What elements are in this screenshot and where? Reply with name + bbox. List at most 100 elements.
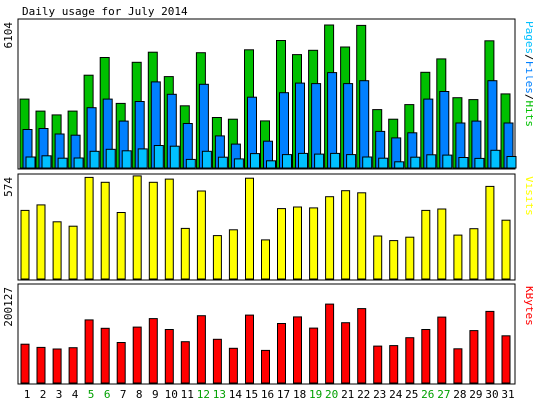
x-tick-label-30: 30 [485, 388, 498, 401]
x-tick-label-3: 3 [56, 388, 63, 401]
bar-pages-day-28 [458, 157, 469, 169]
bar-kbytes-day-20 [325, 303, 335, 384]
x-tick-label-18: 18 [293, 388, 306, 401]
x-tick-label-14: 14 [229, 388, 243, 401]
bar-visits-day-10 [164, 178, 174, 280]
bar-pages-day-5 [89, 150, 100, 169]
bar-pages-day-2 [41, 155, 52, 169]
bar-pages-day-1 [25, 156, 36, 169]
bar-pages-day-17 [282, 154, 292, 169]
bar-pages-day-29 [474, 157, 485, 169]
bar-kbytes-day-16 [261, 349, 270, 384]
bar-kbytes-day-1 [20, 343, 30, 384]
y-max-label-middle: 574 [2, 177, 15, 197]
bar-pages-day-24 [394, 161, 405, 169]
bar-pages-day-15 [250, 153, 260, 169]
bar-visits-day-12 [196, 190, 206, 280]
bar-visits-day-19 [309, 207, 319, 280]
bar-visits-day-29 [469, 228, 479, 280]
bar-visits-day-8 [132, 175, 142, 280]
bar-visits-day-25 [405, 236, 415, 280]
bar-pages-day-22 [362, 156, 373, 169]
bar-kbytes-day-31 [501, 335, 511, 384]
bar-kbytes-day-13 [212, 338, 222, 384]
bar-kbytes-day-21 [341, 322, 351, 384]
legend-entry-top-4: Hits [523, 101, 533, 128]
bar-kbytes-day-28 [453, 348, 463, 384]
x-tick-label-2: 2 [40, 388, 47, 401]
x-tick-label-20: 20 [325, 388, 338, 401]
bar-pages-day-25 [410, 156, 421, 169]
bar-pages-day-3 [57, 157, 68, 169]
x-tick-label-23: 23 [373, 388, 386, 401]
x-tick-label-27: 27 [437, 388, 450, 401]
x-tick-label-22: 22 [357, 388, 370, 401]
bar-kbytes-day-17 [277, 323, 286, 384]
bar-visits-day-21 [341, 190, 351, 280]
x-tick-labels: 1 2 3 4 5 6 7 8 9 10 11 12 13 14 15 16 17 18 19 20 21 22 23 24 2… [24, 388, 515, 401]
bar-pages-day-30 [490, 149, 501, 169]
x-tick-label-8: 8 [136, 388, 143, 401]
bar-visits-day-6 [100, 181, 110, 280]
x-tick-label-1: 1 [24, 388, 31, 401]
bar-visits-day-24 [389, 240, 399, 280]
bar-kbytes-day-11 [180, 341, 190, 384]
bar-visits-day-3 [52, 221, 62, 280]
bar-kbytes-day-19 [309, 327, 319, 384]
bar-kbytes-day-26 [421, 329, 431, 384]
bar-visits-day-4 [68, 225, 78, 280]
bar-pages-day-14 [233, 158, 244, 169]
x-tick-label-28: 28 [453, 388, 466, 401]
bar-kbytes-day-9 [148, 318, 158, 384]
bar-visits-day-9 [148, 181, 158, 280]
legend-entry-top-0: Pages [523, 21, 533, 54]
bar-pages-day-12 [201, 150, 212, 169]
bar-pages-day-8 [137, 148, 148, 169]
x-tick-label-12: 12 [197, 388, 210, 401]
bar-visits-day-5 [84, 176, 94, 280]
bar-kbytes-day-24 [389, 345, 399, 384]
bar-pages-day-23 [378, 157, 389, 169]
bar-visits-day-14 [228, 229, 238, 280]
y-max-label-top: 6104 [2, 22, 15, 49]
x-tick-label-24: 24 [389, 388, 403, 401]
x-tick-label-26: 26 [421, 388, 434, 401]
x-tick-label-19: 19 [309, 388, 322, 401]
bar-visits-day-26 [421, 209, 431, 280]
bar-kbytes-day-29 [469, 330, 479, 384]
bar-pages-day-18 [298, 152, 308, 169]
x-tick-label-4: 4 [72, 388, 79, 401]
bar-pages-day-20 [330, 152, 341, 169]
bar-kbytes-day-23 [373, 345, 383, 384]
bar-visits-day-18 [293, 206, 302, 280]
bar-kbytes-day-5 [84, 319, 94, 384]
bar-pages-day-16 [266, 160, 276, 169]
bar-kbytes-day-22 [357, 308, 367, 384]
x-tick-label-7: 7 [120, 388, 127, 401]
bar-visits-day-22 [357, 192, 367, 280]
x-tick-label-17: 17 [277, 388, 290, 401]
legend-bottom: KBytes [523, 286, 533, 326]
bar-pages-day-26 [426, 154, 437, 169]
legend-entry-bottom-0: KBytes [523, 286, 533, 326]
bar-visits-day-13 [212, 235, 222, 280]
y-max-label-bottom: 200127 [2, 287, 15, 327]
x-tick-label-25: 25 [405, 388, 418, 401]
bar-visits-day-2 [36, 204, 46, 280]
bar-visits-day-11 [180, 227, 190, 280]
panel-bottom: 200127 KBytes [2, 283, 533, 385]
bar-pages-day-10 [169, 145, 180, 169]
legend-entry-top-3: / [523, 94, 533, 101]
x-tick-label-5: 5 [88, 388, 95, 401]
bar-kbytes-day-4 [68, 347, 78, 384]
bar-pages-day-11 [185, 158, 196, 169]
x-tick-label-6: 6 [104, 388, 111, 401]
x-tick-label-9: 9 [152, 388, 159, 401]
chart-title: Daily usage for July 2014 [22, 5, 188, 18]
bar-pages-day-6 [105, 148, 116, 169]
bar-kbytes-day-7 [116, 342, 126, 384]
x-tick-label-31: 31 [501, 388, 514, 401]
x-tick-label-10: 10 [165, 388, 178, 401]
bar-visits-day-27 [437, 208, 447, 280]
